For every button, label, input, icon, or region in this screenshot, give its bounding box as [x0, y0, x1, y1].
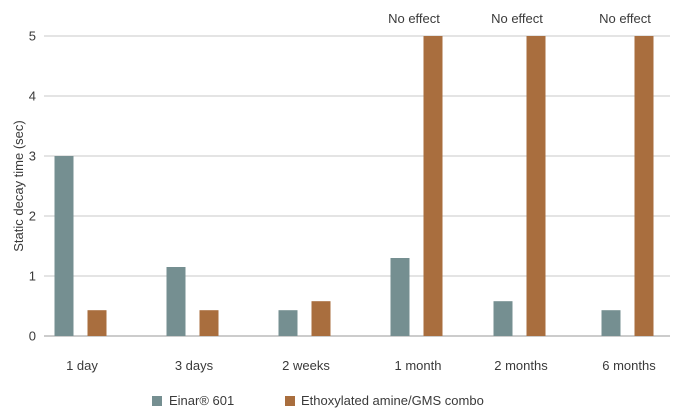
- annotation-no-effect-2-months: No effect: [491, 11, 543, 26]
- x-tick-3-days: 3 days: [175, 358, 214, 373]
- legend-swatch-ethoxylated: [285, 396, 295, 406]
- bar-ethoxylated-1-day: [87, 310, 107, 336]
- y-axis-title: Static decay time (sec): [11, 120, 26, 252]
- bar-ethoxylated-6-months: [634, 36, 654, 336]
- bar-einar-2-weeks: [278, 310, 298, 336]
- y-tick-1: 1: [29, 269, 36, 284]
- bar-ethoxylated-3-days: [199, 310, 219, 336]
- bar-einar-6-months: [601, 310, 621, 336]
- bar-ethoxylated-2-months: [526, 36, 546, 336]
- legend: Einar® 601 Ethoxylated amine/GMS combo: [152, 393, 484, 408]
- bar-einar-3-days: [166, 267, 186, 336]
- y-tick-2: 2: [29, 209, 36, 224]
- bars: [54, 36, 654, 336]
- tick-labels: 0 1 2 3 4 5 1 day 3 days 2 weeks 1 month 2 months 6…: [29, 29, 656, 374]
- x-tick-1-day: 1 day: [66, 358, 98, 373]
- legend-label-einar: Einar® 601: [169, 393, 234, 408]
- annotation-no-effect-6-months: No effect: [599, 11, 651, 26]
- x-tick-2-months: 2 months: [494, 358, 548, 373]
- y-tick-5: 5: [29, 29, 36, 44]
- bar-einar-2-months: [493, 301, 513, 336]
- annotation-no-effect-1-month: No effect: [388, 11, 440, 26]
- bar-einar-1-month: [390, 258, 410, 336]
- y-tick-3: 3: [29, 149, 36, 164]
- y-tick-4: 4: [29, 89, 36, 104]
- legend-swatch-einar: [152, 396, 162, 406]
- annotations: No effect No effect No effect: [388, 11, 651, 26]
- bar-einar-1-day: [54, 156, 74, 336]
- x-tick-6-months: 6 months: [602, 358, 656, 373]
- x-tick-1-month: 1 month: [395, 358, 442, 373]
- y-tick-0: 0: [29, 329, 36, 344]
- bar-ethoxylated-2-weeks: [311, 301, 331, 336]
- gridlines: [44, 35, 670, 337]
- legend-label-ethoxylated: Ethoxylated amine/GMS combo: [301, 393, 484, 408]
- x-tick-2-weeks: 2 weeks: [282, 358, 330, 373]
- bar-ethoxylated-1-month: [423, 36, 443, 336]
